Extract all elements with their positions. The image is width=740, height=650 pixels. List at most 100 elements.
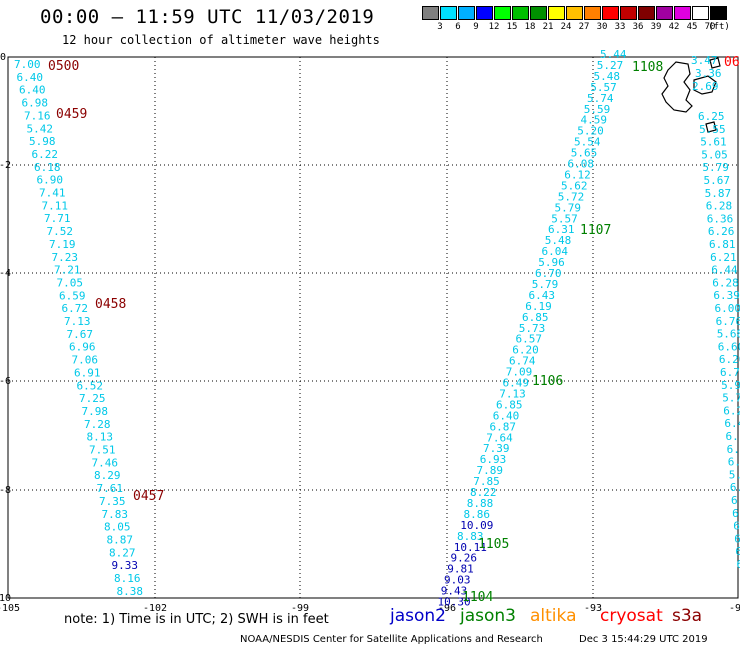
legend-label: 21 <box>542 22 554 32</box>
footer-timestamp: Dec 3 15:44:29 UTC 2019 <box>579 634 708 645</box>
wave-height-value: 6.40 <box>493 409 520 422</box>
legend-label: 15 <box>506 22 518 32</box>
wave-height-value: 6.30 <box>731 494 740 507</box>
y-tick-label: -10 <box>0 593 11 604</box>
legend-swatch <box>530 6 547 20</box>
legend-swatch <box>602 6 619 20</box>
wave-height-value: 6.12 <box>564 168 591 181</box>
wave-height-value: 6.98 <box>22 97 49 110</box>
wave-height-value: 6.08 <box>568 158 595 171</box>
x-tick-label: -99 <box>291 603 309 614</box>
wave-height-value: 8.22 <box>470 486 497 499</box>
wave-height-value: 7.64 <box>486 431 513 444</box>
wave-height-value: 6.76 <box>720 366 740 379</box>
wave-height-value: 8.88 <box>467 497 494 510</box>
legend-label: 24 <box>560 22 572 32</box>
wave-height-value: 7.00 <box>14 58 41 71</box>
footer-credit: NOAA/NESDIS Center for Satellite Applica… <box>240 634 543 645</box>
wave-height-value: 6.40 <box>735 545 740 558</box>
wave-height-value: 5.27 <box>597 59 624 72</box>
legend-label: 30 <box>596 22 608 32</box>
satellite-s3a: s3a <box>672 606 703 626</box>
y-tick-label: -6 <box>0 376 11 387</box>
satellite-cryosat: cryosat <box>600 606 663 626</box>
wave-height-value: 7.51 <box>89 444 116 457</box>
legend-label: (ft) <box>708 22 730 32</box>
wave-height-value: 6.20 <box>512 344 539 357</box>
wave-height-value: 5.72 <box>558 190 585 203</box>
wave-height-value: 6.85 <box>496 398 523 411</box>
map-frame <box>7 56 739 599</box>
wave-height-value: 6.15 <box>734 532 740 545</box>
legend-label: 18 <box>524 22 536 32</box>
satellite-altika: altika <box>530 606 577 626</box>
wave-height-value: 5.61 <box>700 136 727 149</box>
wave-height-value: 6.22 <box>32 148 59 161</box>
legend-label: 39 <box>650 22 662 32</box>
wave-height-value: 6.44 <box>711 264 738 277</box>
wave-height-value: 7.11 <box>42 199 69 212</box>
wave-height-value: 6.11 <box>730 481 740 494</box>
wave-height-value: 8.27 <box>109 546 136 559</box>
wave-height-value: 7.25 <box>79 392 106 405</box>
wave-height-value: 7.61 <box>97 482 124 495</box>
legend-label: 3 <box>437 22 443 32</box>
wave-height-value: 9.43 <box>441 585 468 598</box>
legend-label: 27 <box>578 22 590 32</box>
wave-height-value: 5.79 <box>555 201 582 214</box>
wave-height-value: 6.43 <box>529 289 556 302</box>
legend-swatch <box>584 6 601 20</box>
wave-height-value: 5.73 <box>519 322 546 335</box>
wave-height-value: 7.52 <box>47 225 74 238</box>
wave-height-value: 7.85 <box>473 475 500 488</box>
legend-swatch <box>638 6 655 20</box>
island-outline <box>705 121 717 133</box>
island-outline <box>693 75 717 95</box>
wave-height-value: 10.30 <box>438 596 471 609</box>
legend-swatch <box>512 6 529 20</box>
legend-label: 12 <box>488 22 500 32</box>
wave-height-value: 5.54 <box>574 136 601 149</box>
wave-height-value: 9.81 <box>447 563 474 576</box>
wave-height-value: 6.39 <box>713 289 740 302</box>
legend-swatch <box>494 6 511 20</box>
wave-height-value: 7.35 <box>99 495 126 508</box>
wave-height-value: 7.19 <box>49 238 76 251</box>
wave-height-value: 8.83 <box>457 530 484 543</box>
wave-height-value: 6.72 <box>62 302 89 315</box>
wave-height-value: 10.09 <box>460 519 493 532</box>
wave-height-value: 6.19 <box>525 300 552 313</box>
wave-height-value: 8.86 <box>464 508 491 521</box>
wave-height-value: 6.28 <box>712 276 739 289</box>
wave-height-value: 6.04 <box>542 245 569 258</box>
wave-height-value: 5.57 <box>590 81 617 94</box>
wave-height-value: 7.71 <box>44 212 71 225</box>
legend-swatch <box>692 6 709 20</box>
wave-height-value: 7.23 <box>52 251 79 264</box>
x-tick-label: -105 <box>0 603 20 614</box>
legend-swatch <box>656 6 673 20</box>
legend-swatch <box>674 6 691 20</box>
wave-height-value: 5.67 <box>704 174 731 187</box>
wave-height-value: 8.13 <box>87 431 114 444</box>
wave-height-value: 6.36 <box>707 212 734 225</box>
wave-height-value: 7.67 <box>67 328 94 341</box>
wave-height-value: 6.60 <box>718 340 740 353</box>
wave-height-value: 6.76 <box>716 315 740 328</box>
x-tick-label: -102 <box>143 603 167 614</box>
legend-label: 42 <box>668 22 680 32</box>
wave-height-value: 7.05 <box>57 276 84 289</box>
wave-height-value: 7.21 <box>54 264 81 277</box>
wave-height-value: 6.31 <box>548 223 575 236</box>
wave-height-value: 7.83 <box>102 508 129 521</box>
wave-height-value: 6.90 <box>37 174 64 187</box>
wave-height-value: 7.16 <box>24 109 51 122</box>
wave-height-value: 5.99 <box>721 379 740 392</box>
wave-height-value: 5.55 <box>699 123 726 136</box>
wave-height-value: 5.98 <box>729 468 740 481</box>
island-outline <box>709 57 721 69</box>
wave-height-value: 6.00 <box>715 302 740 315</box>
wave-height-value: 6.52 <box>77 379 104 392</box>
